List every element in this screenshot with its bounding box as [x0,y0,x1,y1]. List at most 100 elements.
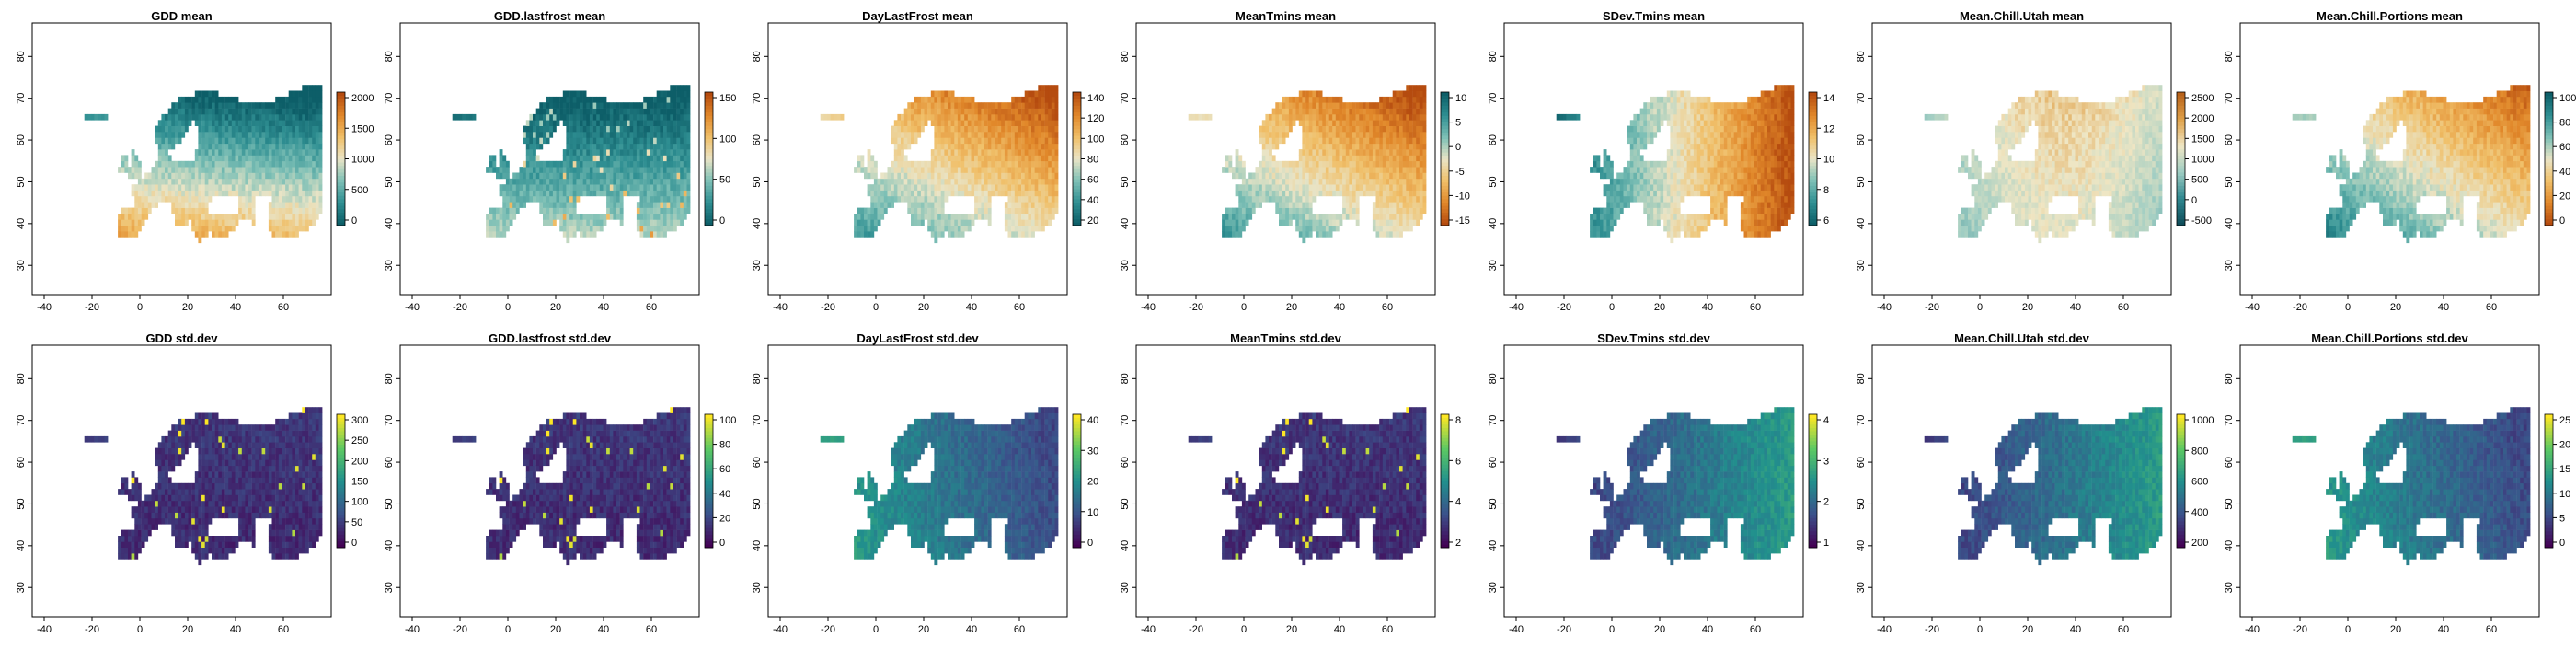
legend-tick-label: 40 [719,489,730,500]
x-tick-label: 60 [1750,302,1761,313]
legend-tick-label: 15 [2559,464,2570,475]
y-tick-label: 80 [1856,51,1867,62]
y-tick-label: 40 [752,218,763,229]
raster-layer [1189,407,1427,565]
legend-tick-label: 10 [1455,93,1466,104]
y-tick-label: 60 [384,457,395,468]
legend-tick-label: 2000 [2191,113,2214,124]
panel-title: DayLastFrost mean [862,9,973,23]
raster-layer [821,407,1059,565]
legend-tick-label: 40 [1087,415,1098,426]
x-tick-label: 0 [505,302,511,313]
y-tick-label: 80 [2224,51,2235,62]
x-tick-label: -40 [1141,624,1156,635]
x-tick-label: -20 [821,302,835,313]
x-tick-label: 20 [1654,302,1665,313]
x-tick-label: 0 [137,624,143,635]
legend-tick-label: 20 [2559,440,2570,451]
x-tick-label: 60 [2486,302,2497,313]
legend-tick-label: 100 [719,415,736,426]
y-tick-label: 50 [752,176,763,187]
x-tick-label: 60 [646,302,657,313]
x-tick-label: 20 [1286,624,1297,635]
legend-tick-label: -15 [1455,215,1470,226]
legend-tick-label: 250 [351,435,368,446]
y-tick-label: 50 [2224,498,2235,509]
y-tick-label: 30 [16,260,27,271]
legend-tick-label: 12 [1823,123,1834,134]
x-tick-label: 40 [2070,624,2081,635]
legend-tick-label: 6 [1455,456,1461,467]
x-tick-label: -40 [405,624,420,635]
y-tick-label: 40 [1120,540,1131,551]
x-tick-label: 20 [2022,302,2033,313]
x-tick-label: -40 [1141,302,1156,313]
y-tick-label: 80 [384,373,395,384]
x-tick-label: -40 [2245,624,2260,635]
y-tick-label: 70 [1856,415,1867,426]
x-tick-label: -40 [37,624,52,635]
y-tick-label: 50 [1488,498,1499,509]
x-tick-label: 20 [918,302,929,313]
legend-tick-label: 400 [2191,507,2208,518]
y-tick-label: 30 [1488,582,1499,593]
legend-tick-label: 80 [1087,155,1098,166]
x-tick-label: 0 [873,624,879,635]
panel-title: SDev.Tmins mean [1603,9,1705,23]
y-tick-label: 70 [2224,93,2235,104]
legend-tick-label: 20 [719,513,730,524]
y-tick-label: 70 [384,93,395,104]
legend-tick-label: 2 [1823,497,1829,508]
y-tick-label: 40 [1488,540,1499,551]
y-tick-label: 50 [16,176,27,187]
x-tick-label: -20 [1925,302,1939,313]
legend-tick-label: 50 [719,175,730,186]
y-tick-label: 30 [384,260,395,271]
x-tick-label: 0 [1241,302,1247,313]
x-tick-label: 20 [918,624,929,635]
legend-tick-label: 20 [1087,477,1098,488]
y-tick-label: 30 [16,582,27,593]
y-tick-label: 80 [752,51,763,62]
x-tick-label: -20 [1557,624,1571,635]
x-tick-label: 0 [1977,624,1983,635]
legend-tick-label: 600 [2191,477,2208,488]
x-tick-label: 40 [1702,302,1713,313]
y-tick-label: 60 [1856,134,1867,145]
y-tick-label: 50 [384,498,395,509]
legend-tick-label: 500 [351,185,368,196]
panel-title: MeanTmins mean [1236,9,1336,23]
y-tick-label: 70 [16,415,27,426]
legend-tick-label: 0 [719,215,725,226]
x-tick-label: 60 [2118,624,2129,635]
y-tick-label: 80 [752,373,763,384]
legend-tick-label: 5 [1455,118,1461,129]
y-tick-label: 50 [1120,498,1131,509]
x-tick-label: -40 [37,302,52,313]
raster-layer [453,85,691,243]
legend-tick-label: 80 [719,440,730,451]
y-tick-label: 60 [384,134,395,145]
legend-tick-label: 8 [1455,415,1461,426]
y-tick-label: 70 [1488,415,1499,426]
raster-layer [2293,407,2531,565]
legend-tick-label: 1000 [2191,415,2214,426]
x-tick-label: -20 [453,302,467,313]
x-tick-label: -20 [821,624,835,635]
raster-layer [2293,85,2531,243]
y-tick-label: 80 [16,51,27,62]
y-tick-label: 40 [384,218,395,229]
y-tick-label: 70 [1120,415,1131,426]
